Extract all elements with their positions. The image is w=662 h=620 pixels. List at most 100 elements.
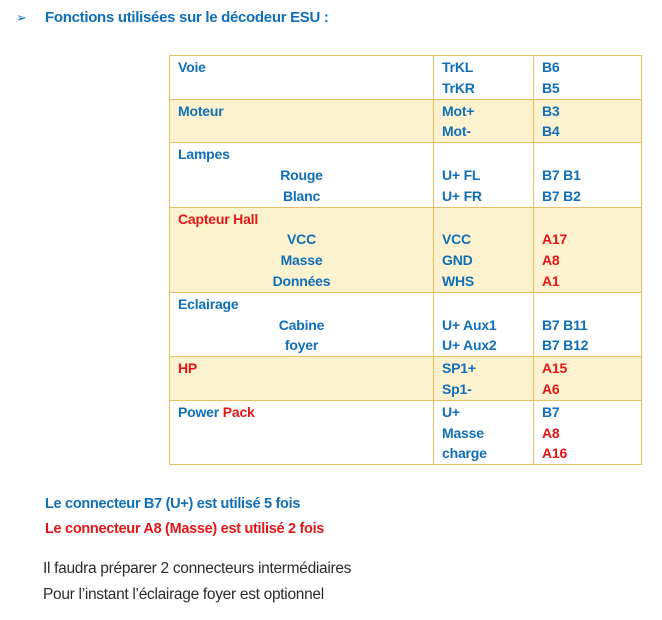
cell-line: VCC: [170, 229, 433, 250]
cell-line: [170, 379, 433, 400]
table-cell: A17 A8 A1: [533, 206, 642, 293]
cell-line: [534, 209, 641, 230]
table-cell: U+ Masse charge: [433, 399, 534, 466]
cell-line: Données: [170, 271, 433, 292]
text-segment: B5: [542, 79, 560, 96]
text-segment: Voie: [178, 59, 206, 75]
cell-line: Voie: [170, 57, 433, 78]
table-cell: Eclairage Cabine foyer: [169, 291, 434, 358]
cell-line: U+ FL: [434, 165, 533, 186]
table-cell: Voie: [169, 55, 434, 100]
text-segment: A8: [542, 252, 560, 269]
footer-notes: Il faudra préparer 2 connecteurs intermé…: [43, 556, 351, 607]
esu-functions-table: Voie TrKL TrKR B6 B5 Moteur Mot+ Mot- B3 B4 Lamp…: [169, 55, 642, 466]
text-segment: U+ FL: [442, 166, 481, 183]
cell-line: A15: [534, 358, 641, 379]
text-segment: B7 B1: [542, 166, 581, 183]
cell-line: A17: [534, 229, 641, 250]
table-cell: Power Pack: [169, 399, 434, 466]
cell-line: U+ FR: [434, 186, 533, 207]
cell-line: U+ Aux1: [434, 315, 533, 336]
cell-line: VCC: [434, 229, 533, 250]
cell-line: [434, 144, 533, 165]
cell-line: Rouge: [170, 165, 433, 186]
text-segment: TrKL: [442, 59, 474, 75]
table-cell: U+ FL U+ FR: [433, 142, 534, 208]
table-row: Capteur Hall VCC Masse Données VCC GND WHS A1…: [169, 206, 642, 293]
cell-line: A6: [534, 379, 641, 400]
table-row: Lampes Rouge Blanc U+ FL U+ FR B7 B1 B7 B2: [169, 142, 642, 208]
cell-line: Power Pack: [170, 402, 433, 423]
table-body: Voie TrKL TrKR B6 B5 Moteur Mot+ Mot- B3 B4 Lamp…: [169, 55, 642, 466]
text-segment: Masse: [442, 424, 484, 441]
cell-line: foyer: [170, 335, 433, 356]
text-segment: A1: [542, 272, 560, 289]
cell-line: Sp1-: [434, 379, 533, 400]
text-segment: Cabine: [278, 316, 325, 333]
note-connector-a8: Le connecteur A8 (Masse) est utilisé 2 f…: [45, 521, 325, 537]
text-segment: Données: [272, 272, 331, 289]
text-segment: Lampes: [178, 146, 230, 163]
cell-line: TrKR: [434, 78, 533, 99]
text-segment: TrKR: [442, 79, 475, 96]
table-row: Power Pack U+ Masse charge B7 A8 A16: [169, 399, 642, 466]
cell-line: A8: [534, 423, 641, 444]
cell-line: B3: [534, 101, 641, 122]
table-cell: Mot+ Mot-: [433, 98, 534, 144]
cell-line: Masse: [170, 250, 433, 271]
note-connector-b7: Le connecteur B7 (U+) est utilisé 5 fois: [45, 496, 301, 512]
table-cell: HP: [169, 356, 434, 401]
text-segment: A6: [542, 380, 560, 397]
cell-line: [434, 294, 533, 315]
cell-line: SP1+: [434, 358, 533, 379]
cell-line: B7: [534, 402, 641, 423]
cell-line: Eclairage: [170, 294, 433, 315]
text-segment: B7 B12: [542, 337, 589, 354]
text-segment: A16: [542, 445, 568, 462]
text-segment: B7: [542, 403, 560, 420]
cell-line: U+ Aux2: [434, 335, 533, 356]
cell-line: charge: [434, 443, 533, 464]
cell-line: Masse: [434, 423, 533, 444]
text-segment: A15: [542, 360, 568, 377]
text-segment: Eclairage: [178, 295, 239, 312]
text-segment: B3: [542, 102, 560, 119]
text-segment: Sp1-: [442, 380, 472, 397]
text-segment: SP1+: [442, 360, 476, 377]
cell-line: [534, 294, 641, 315]
text-segment: A17: [542, 231, 568, 248]
cell-line: [170, 423, 433, 444]
text-segment: Mot+: [442, 102, 475, 119]
cell-line: HP: [170, 358, 433, 379]
cell-line: B7 B12: [534, 335, 641, 356]
table-cell: Capteur Hall VCC Masse Données: [169, 206, 434, 293]
text-segment: B7 B11: [542, 316, 588, 333]
connector-notes: Le connecteur B7 (U+) est utilisé 5 fois…: [45, 492, 324, 542]
cell-line: A16: [534, 443, 641, 464]
cell-line: B5: [534, 78, 641, 99]
cell-line: U+: [434, 402, 533, 423]
table-cell: Moteur: [169, 98, 434, 144]
section-heading: ➢ Fonctions utilisées sur le décodeur ESU…: [16, 9, 329, 26]
cell-line: Lampes: [170, 144, 433, 165]
table-cell: VCC GND WHS: [433, 206, 534, 293]
text-segment: Mot-: [442, 123, 471, 140]
text-segment: U+ Aux1: [442, 316, 497, 333]
cell-line: Moteur: [170, 101, 433, 122]
table-cell: B7 B11 B7 B12: [533, 291, 642, 358]
cell-line: Capteur Hall: [170, 209, 433, 230]
table-cell: B7 A8 A16: [533, 399, 642, 466]
text-segment: Masse: [280, 252, 323, 269]
text-segment: WHS: [442, 272, 475, 289]
table-row: HP SP1+ Sp1- A15 A6: [169, 356, 642, 401]
footer-line-connectors: Il faudra préparer 2 connecteurs intermé…: [43, 560, 352, 577]
cell-line: B6: [534, 57, 641, 78]
cell-line: Blanc: [170, 186, 433, 207]
text-segment: Blanc: [282, 187, 321, 204]
cell-line: Mot+: [434, 101, 533, 122]
text-segment: Power: [178, 403, 223, 420]
table-cell: A15 A6: [533, 356, 642, 401]
arrow-bullet-icon: ➢: [16, 10, 27, 25]
cell-line: [534, 144, 641, 165]
table-cell: B6 B5: [533, 55, 642, 100]
